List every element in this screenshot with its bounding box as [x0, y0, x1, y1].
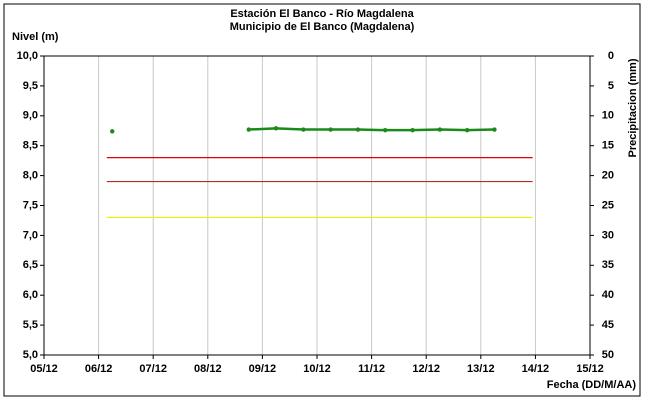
y2-tick-label: 10: [602, 110, 614, 122]
chart-frame: [3, 3, 641, 397]
data-point: [355, 127, 361, 132]
x-tick-label: 09/12: [249, 363, 277, 375]
x-tick-label: 11/12: [358, 363, 385, 375]
y2-tick-label: 5: [608, 80, 614, 92]
y2-tick-label: 15: [602, 140, 614, 152]
y2-tick-label: 35: [602, 259, 614, 271]
data-point: [492, 127, 497, 132]
y-tick-label: 7,5: [23, 199, 38, 211]
y2-tick-label: 30: [602, 229, 614, 241]
y-tick-label: 7,0: [23, 229, 38, 241]
y2-tick-label: 50: [602, 349, 614, 361]
plot-area: [43, 55, 591, 356]
chart-subtitle: Municipio de El Banco (Magdalena): [230, 21, 415, 33]
x-tick-label: 05/12: [30, 363, 58, 375]
data-point: [246, 127, 251, 132]
data-point: [437, 127, 443, 132]
y2-tick-label: 25: [602, 199, 614, 211]
x-axis-label: Fecha (DD/M/AA): [547, 379, 637, 391]
x-tick-label: 13/12: [467, 363, 495, 375]
data-point: [410, 127, 415, 133]
y-tick-label: 8,5: [23, 140, 38, 152]
x-tick-label: 06/12: [85, 363, 113, 375]
data-point: [301, 127, 306, 132]
y2-tick-label: 0: [608, 50, 614, 62]
data-point: [383, 127, 388, 133]
x-tick-label: 14/12: [522, 363, 550, 375]
chart-title: Estación El Banco - Río Magdalena: [230, 8, 414, 20]
x-tick-label: 10/12: [303, 363, 331, 375]
y-tick-label: 9,5: [23, 80, 38, 92]
y-tick-label: 9,0: [23, 110, 38, 122]
y-tick-label: 8,0: [23, 170, 38, 182]
x-tick-label: 08/12: [194, 363, 222, 375]
data-point: [464, 127, 470, 133]
y2-tick-label: 20: [602, 170, 614, 182]
y2-tick-label: 45: [602, 319, 614, 331]
data-point: [273, 126, 279, 131]
y2-tick-label: 40: [602, 289, 614, 301]
data-point: [110, 129, 115, 134]
y-tick-label: 10,0: [17, 50, 38, 62]
series-line: [248, 127, 495, 132]
x-tick-label: 07/12: [139, 363, 167, 375]
y-tick-label: 5,0: [23, 349, 38, 361]
y-axis-label: Nivel (m): [12, 31, 59, 43]
x-tick-label: 15/12: [576, 363, 604, 375]
y-tick-label: 6,5: [23, 259, 38, 271]
data-point: [328, 127, 333, 132]
y-tick-label: 6,0: [23, 289, 38, 301]
y2-axis-label: Precipitacion (mm): [627, 58, 639, 157]
y-tick-label: 5,5: [23, 319, 38, 331]
x-tick-label: 12/12: [412, 363, 440, 375]
